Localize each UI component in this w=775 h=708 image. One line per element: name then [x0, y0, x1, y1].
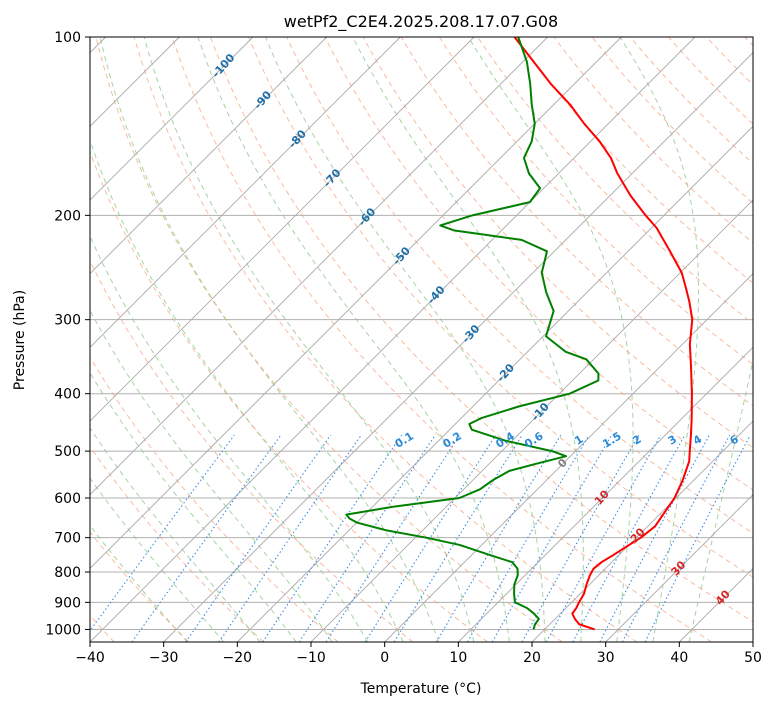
- mixing-ratio-line: [262, 434, 403, 642]
- moist-adiabat-line: [90, 427, 261, 642]
- x-tick-label: 20: [523, 650, 541, 666]
- mixing-ratio-line: [131, 434, 282, 642]
- isotherm-line: [163, 52, 753, 642]
- y-tick-label: 400: [54, 387, 81, 403]
- dewpoint-line: [345, 37, 600, 630]
- isotherm-line: [384, 273, 753, 642]
- dry-adiabats: [90, 37, 753, 642]
- mixing-ratio-line: [364, 434, 497, 642]
- dry-adiabat-line: [439, 37, 753, 366]
- dry-adiabat-line: [90, 356, 339, 642]
- moist-adiabat-line: [99, 37, 439, 642]
- y-tick-label: 900: [54, 595, 81, 611]
- x-axis-ticks: −40 −30 −20 −10 0 10 20 30 40 50: [75, 642, 762, 666]
- isotherm-line: [90, 37, 475, 422]
- isotherm-line: [237, 125, 753, 642]
- dry-adiabat-line: [286, 37, 753, 534]
- mixing-ratio-line: [644, 434, 751, 642]
- x-tick-label: 40: [670, 650, 688, 666]
- isotherm-line: [90, 37, 327, 275]
- isotherm-line: [90, 37, 622, 569]
- mixing-ratio-line: [435, 434, 562, 642]
- y-tick-label: 100: [54, 30, 81, 46]
- mixing-ratio-line: [325, 434, 461, 642]
- isotherm-line: [90, 37, 254, 201]
- y-tick-label: 300: [54, 313, 81, 329]
- isotherm-line: [90, 37, 401, 348]
- mixing-ratio-line: [298, 434, 436, 642]
- x-tick-label: −40: [75, 650, 105, 666]
- mixing-ratio-line: [545, 434, 662, 642]
- x-tick-label: −30: [149, 650, 179, 666]
- mixing-ratio-line: [572, 434, 686, 642]
- dry-adiabat-line: [400, 37, 753, 407]
- dry-adiabat-line: [324, 37, 753, 491]
- y-tick-label: 500: [54, 444, 81, 460]
- moist-adiabat-line: [265, 37, 546, 642]
- isotherm-line: [310, 199, 753, 642]
- y-tick-label: 700: [54, 531, 81, 547]
- isotherm-line: [531, 420, 753, 642]
- x-tick-label: −10: [296, 650, 326, 666]
- x-axis-label: Temperature (°C): [360, 681, 482, 697]
- x-tick-label: 30: [597, 650, 615, 666]
- isotherm-line: [605, 494, 753, 642]
- moist-adiabat-line: [90, 524, 188, 642]
- temperature-line: [513, 37, 694, 631]
- dry-adiabat-line: [248, 37, 753, 578]
- x-tick-label: 0: [380, 650, 389, 666]
- dry-adiabat-line: [90, 259, 414, 642]
- moist-adiabat-line: [143, 37, 475, 642]
- x-tick-label: −20: [223, 650, 253, 666]
- y-tick-label: 600: [54, 491, 81, 507]
- y-axis-ticks: 100 200 300 400 500 600 700 800 900 1000: [45, 30, 90, 638]
- moist-adiabat-line: [90, 371, 297, 642]
- dry-adiabat-line: [90, 531, 190, 642]
- isotherm-gridlines: [90, 37, 753, 642]
- mixing-ratio-line: [393, 434, 523, 642]
- y-axis-label: Pressure (hPa): [12, 290, 28, 390]
- moist-adiabat-line: [90, 477, 225, 642]
- x-tick-label: 10: [449, 650, 467, 666]
- mixing-ratio-line: [218, 434, 362, 642]
- dry-adiabat-line: [95, 37, 563, 642]
- mixing-ratio-line: [90, 434, 235, 632]
- dry-adiabat-line: [133, 37, 638, 642]
- y-tick-label: 1000: [45, 622, 81, 638]
- isotherm-line: [90, 37, 696, 642]
- y-tick-label: 200: [54, 208, 81, 224]
- sounding-series: [345, 37, 694, 631]
- moist-adiabat-line: [90, 138, 404, 642]
- mixing-ratio-line: [599, 434, 710, 642]
- mixing-ratio-lines: [90, 434, 751, 642]
- y-tick-label: 800: [54, 565, 81, 581]
- dry-adiabat-line: [210, 37, 753, 623]
- isotherm-line: [458, 346, 753, 642]
- x-tick-label: 50: [744, 650, 762, 666]
- chart-title: wetPf2_C2E4.2025.208.17.07.G08: [284, 12, 558, 32]
- plot-frame: [89, 36, 754, 643]
- isotherm-line: [90, 37, 548, 496]
- moist-adiabat-line: [352, 37, 584, 642]
- moist-adiabat-line: [90, 234, 369, 642]
